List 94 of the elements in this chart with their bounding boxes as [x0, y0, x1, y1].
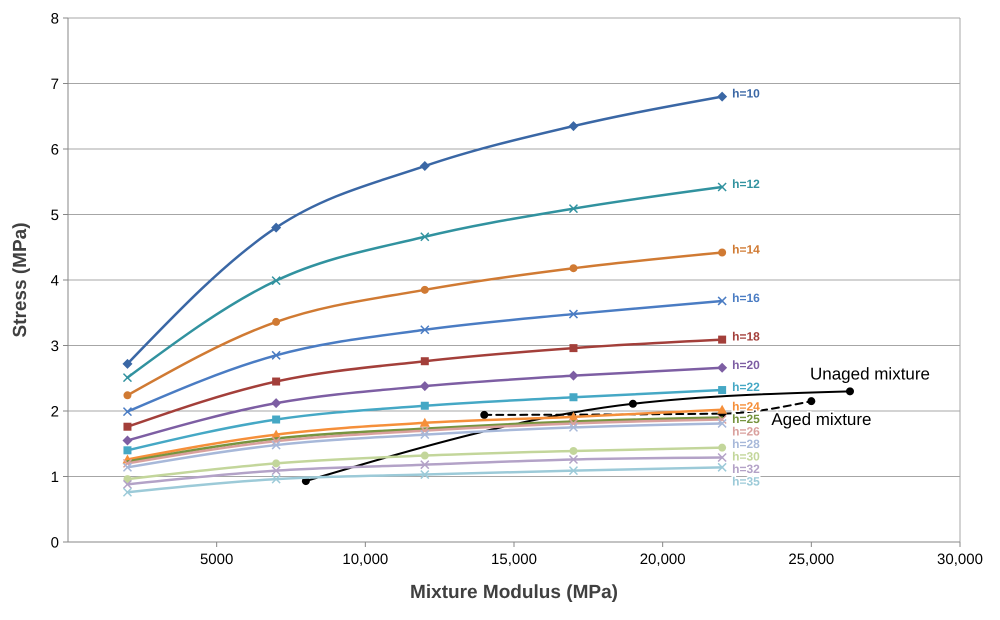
point — [420, 470, 430, 480]
point — [122, 372, 132, 382]
y-axis-title: Stress (MPa) — [10, 222, 31, 338]
series-label: h=24 — [732, 400, 760, 414]
point — [420, 325, 430, 335]
point — [569, 393, 578, 402]
point — [420, 357, 429, 366]
point — [271, 474, 281, 484]
point — [717, 362, 728, 373]
point — [718, 386, 726, 394]
point — [568, 370, 578, 381]
x-axis-title: Mixture Modulus (MPa) — [410, 582, 618, 603]
y-tick-label: 2 — [50, 403, 59, 420]
point — [718, 248, 726, 256]
series-label: h=26 — [732, 424, 760, 439]
series-label: h=12 — [732, 176, 760, 191]
series-label: h=30 — [732, 450, 760, 464]
point — [717, 182, 727, 192]
x-tick-label: 10,000 — [342, 551, 388, 568]
x-tick-label: 20,000 — [640, 551, 686, 568]
point — [717, 92, 728, 102]
series-label: h=25 — [732, 412, 760, 426]
x-tick-label: 15,000 — [491, 551, 537, 568]
point — [568, 454, 578, 464]
x-tick-label: 25,000 — [788, 551, 834, 568]
point — [122, 435, 132, 446]
point — [717, 296, 727, 306]
point — [569, 264, 578, 272]
point — [569, 446, 578, 455]
x-tick-label: 5000 — [200, 551, 234, 568]
point — [123, 391, 132, 400]
series-label: h=20 — [732, 358, 760, 372]
point — [271, 466, 281, 476]
y-tick-label: 5 — [50, 206, 59, 224]
y-tick-label: 8 — [50, 10, 59, 28]
series-label: Unaged mixture — [810, 364, 930, 384]
point — [123, 422, 132, 431]
point — [718, 444, 726, 452]
point — [717, 462, 727, 472]
series-label: h=10 — [732, 86, 760, 101]
point — [420, 452, 429, 460]
y-tick-label: 7 — [50, 76, 59, 93]
point — [271, 222, 282, 233]
series-label: h=16 — [732, 290, 760, 305]
point — [122, 406, 132, 416]
series-label: h=35 — [732, 474, 760, 489]
y-tick-label: 6 — [50, 141, 59, 158]
point — [271, 398, 282, 408]
point — [272, 459, 280, 468]
point — [420, 232, 430, 242]
point — [420, 418, 430, 427]
point — [717, 452, 727, 462]
point — [717, 404, 728, 414]
point — [122, 480, 132, 490]
y-tick-label: 3 — [50, 338, 59, 355]
point — [420, 286, 429, 294]
point — [271, 350, 281, 360]
series-label: h=18 — [732, 330, 760, 344]
series-label: h=32 — [732, 462, 760, 476]
point — [717, 418, 727, 428]
point — [122, 487, 132, 497]
series-label: h=22 — [732, 380, 760, 394]
point — [123, 446, 132, 454]
point — [807, 397, 816, 406]
point — [568, 309, 578, 319]
point — [568, 466, 578, 476]
point — [420, 402, 429, 410]
point — [272, 318, 280, 326]
point — [480, 410, 488, 419]
x-tick-label: 30,000 — [937, 551, 983, 568]
point — [717, 414, 727, 424]
point — [718, 336, 726, 344]
point — [271, 440, 281, 450]
point — [122, 462, 132, 472]
point — [420, 161, 430, 172]
y-tick-label: 1 — [50, 468, 59, 486]
point — [569, 344, 578, 352]
point — [271, 276, 281, 286]
point — [420, 381, 430, 392]
series-label: h=28 — [732, 437, 760, 452]
point — [272, 416, 280, 424]
y-tick-label: 4 — [50, 272, 59, 290]
point — [846, 387, 854, 396]
point — [420, 430, 430, 440]
series-label: h=14 — [732, 242, 760, 256]
point — [122, 358, 132, 369]
point — [628, 400, 637, 408]
point — [568, 121, 578, 132]
y-tick-label: 0 — [50, 534, 59, 552]
series-label: Aged mixture — [771, 410, 872, 430]
point — [272, 378, 280, 386]
point — [568, 422, 578, 432]
point — [420, 460, 430, 470]
point — [568, 204, 578, 214]
